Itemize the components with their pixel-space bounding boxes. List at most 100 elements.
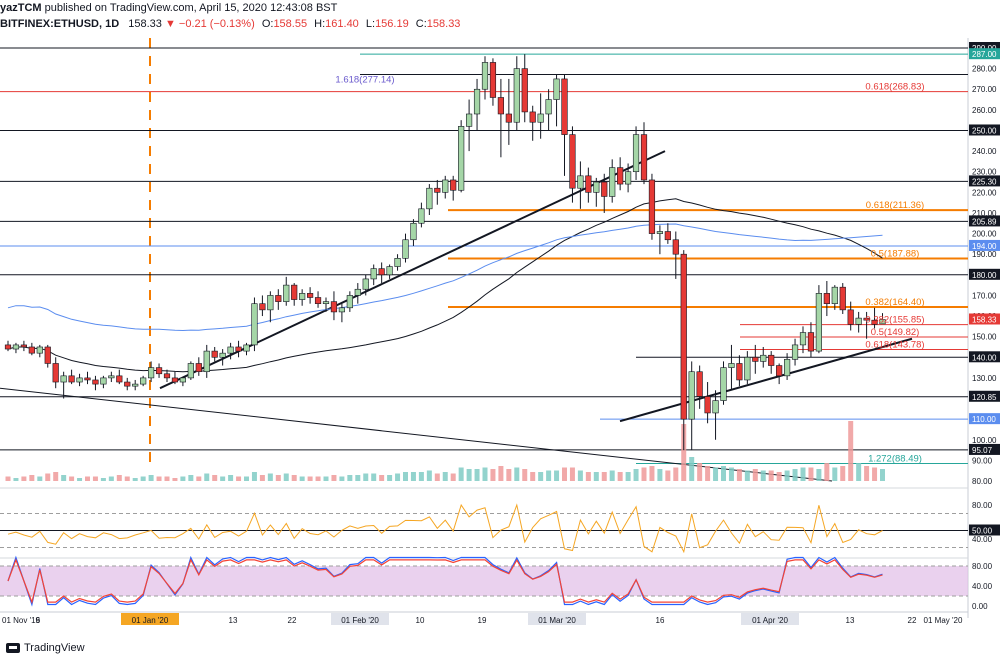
volume-bar <box>124 476 130 481</box>
price-axis-label-box <box>969 268 1000 280</box>
volume-bar <box>538 472 544 481</box>
candle-body <box>267 295 274 311</box>
candle-body <box>314 297 322 304</box>
high-value: 161.40 <box>325 18 359 30</box>
low-label: L: <box>365 18 376 30</box>
volume-bar <box>21 476 27 481</box>
price-tick-label: 280.00 <box>972 65 997 74</box>
candle-body <box>712 400 719 414</box>
volume-bar <box>697 463 703 481</box>
volume-bar <box>69 476 75 481</box>
candle-body <box>768 354 775 366</box>
date-tick-label: 19 <box>478 616 487 625</box>
volume-bar <box>577 470 583 481</box>
date-tick-label: 01 Mar '20 <box>538 616 576 625</box>
volume-bar <box>140 476 146 481</box>
candle-body <box>68 375 75 383</box>
price-axis-label-box <box>969 42 1000 53</box>
stoch-band <box>0 566 968 596</box>
candle-body <box>171 377 179 383</box>
candle-body <box>505 113 512 123</box>
candle-body <box>243 344 250 352</box>
volume-bar <box>172 478 178 481</box>
volume-bar <box>808 467 814 481</box>
volume-bar <box>29 475 35 481</box>
volume-bar <box>5 476 11 481</box>
volume-bar <box>744 470 750 481</box>
candle-body <box>489 62 497 98</box>
candle-body <box>386 266 393 276</box>
candle-body <box>879 319 886 325</box>
candle-body <box>664 231 671 241</box>
candle-body <box>418 208 425 224</box>
candle-body <box>187 363 194 379</box>
price-axis-label-box <box>969 313 1000 325</box>
volume-bar <box>721 466 726 481</box>
candle-body <box>720 367 727 401</box>
symbol-label[interactable]: BITFINEX:ETHUSD, 1D <box>0 18 120 30</box>
candle-body <box>481 62 489 90</box>
candle-body <box>513 68 520 123</box>
candle-body <box>195 363 202 373</box>
volume-bar <box>259 475 265 481</box>
date-label-box <box>331 613 389 625</box>
date-label-box <box>528 613 586 625</box>
volume-bar <box>13 478 19 481</box>
candle-body <box>44 346 51 364</box>
price-chart[interactable]: 80.0090.00100.00110.00120.00130.00140.00… <box>0 38 1000 640</box>
volume-bar <box>434 473 440 481</box>
candle-body <box>672 239 679 255</box>
candle-body <box>330 301 338 313</box>
publish-info: published on TradingView.com, April 15, … <box>44 2 338 14</box>
price-axis-label: 95.07 <box>972 446 993 455</box>
candle-body <box>370 268 377 280</box>
price-axis-label: 180.00 <box>972 271 997 280</box>
candle-body <box>354 288 361 296</box>
price-axis-label: 225.30 <box>972 177 997 186</box>
volume-bar <box>450 473 456 481</box>
volume-bar <box>776 472 782 481</box>
volume-bar <box>713 467 719 481</box>
date-tick-label: 22 <box>908 616 917 625</box>
volume-bar <box>482 467 488 481</box>
author-name[interactable]: yazTCM <box>0 2 42 14</box>
stoch-tick-label: 0.00 <box>972 602 988 611</box>
candle-body <box>855 317 862 325</box>
candle-body <box>791 344 799 360</box>
candle-body <box>124 381 131 387</box>
date-tick-label: 6 <box>36 616 41 625</box>
candle-body <box>847 309 854 325</box>
volume-bar <box>45 473 51 481</box>
candle-body <box>831 286 838 304</box>
volume-bar <box>244 476 249 481</box>
candle-body <box>458 126 465 191</box>
volume-bar <box>880 469 885 481</box>
volume-bar <box>792 469 798 481</box>
volume-bar <box>593 472 599 481</box>
candle-body <box>219 352 226 358</box>
volume-bar <box>458 467 464 481</box>
candle-body <box>648 179 656 234</box>
candle-body <box>108 375 115 379</box>
candle-body <box>116 375 123 383</box>
price-tick-label: 150.00 <box>972 333 997 342</box>
candle-body <box>434 187 441 193</box>
price-axis-label-box <box>969 443 1000 455</box>
date-tick-label: 16 <box>656 616 665 625</box>
volume-bar <box>77 478 83 481</box>
volume-bar <box>85 476 90 481</box>
candle-body <box>410 222 417 241</box>
price-tick-label: 130.00 <box>972 374 997 383</box>
candle-body <box>529 111 536 123</box>
stoch-tick-label: 40.00 <box>972 582 993 591</box>
volume-bar <box>474 469 480 481</box>
price-tick-label: 170.00 <box>972 291 997 300</box>
price-axis-label: 120.85 <box>972 393 997 402</box>
volume-bar <box>251 472 257 481</box>
volume-bar <box>728 467 734 481</box>
volume-bar <box>522 469 528 481</box>
date-tick-label: 13 <box>846 616 855 625</box>
volume-bar <box>371 473 377 481</box>
volume-bar <box>490 469 496 481</box>
volume-bar <box>689 457 695 481</box>
